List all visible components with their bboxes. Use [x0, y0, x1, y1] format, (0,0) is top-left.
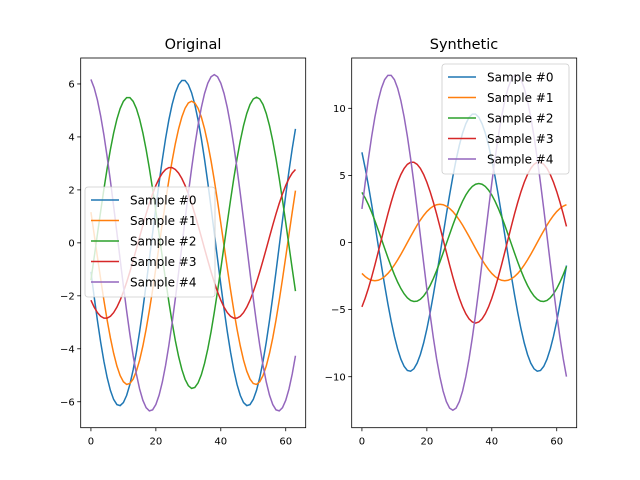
legend-label-sample-4: Sample #4: [130, 276, 197, 290]
series-line-sample-2: [90, 96, 297, 390]
y-tick-label: 0: [339, 238, 345, 249]
x-tick-label: 40: [214, 437, 227, 448]
legend-box: [84, 186, 216, 298]
legend-label-sample-2: Sample #2: [130, 235, 197, 249]
legend: Sample #0 Sample #1 Sample #2 Sample #3 Samp…: [84, 186, 216, 298]
legend-label-sample-3: Sample #3: [130, 255, 197, 269]
series-line-sample-1: [361, 203, 567, 282]
legend-label-sample-2: Sample #2: [487, 112, 554, 126]
x-tick-label: 60: [550, 437, 563, 448]
series-line-sample-0: [90, 79, 297, 407]
y-tick-label: −4: [60, 344, 75, 355]
y-tick-label: 10: [333, 104, 346, 115]
y-tick-label: −6: [60, 397, 75, 408]
y-tick-label: −5: [331, 305, 346, 316]
series-line-sample-1: [90, 100, 297, 386]
legend-label-sample-4: Sample #4: [487, 153, 554, 167]
x-tick-label: 0: [88, 437, 94, 448]
legend-label-sample-3: Sample #3: [487, 132, 554, 146]
y-tick-label: −2: [60, 291, 75, 302]
x-tick-label: 0: [359, 437, 365, 448]
left-chart-title: Original: [165, 37, 222, 53]
y-tick-label: 5: [339, 171, 345, 182]
y-tick-label: 4: [68, 133, 74, 144]
x-tick-label: 40: [485, 437, 498, 448]
x-tick-label: 20: [149, 437, 162, 448]
legend-label-sample-0: Sample #0: [130, 194, 197, 208]
x-tick-label: 20: [420, 437, 433, 448]
legend-label-sample-1: Sample #1: [130, 214, 197, 228]
x-tick-label: 60: [279, 437, 292, 448]
right-chart-title: Synthetic: [430, 37, 498, 53]
series-line-sample-4: [90, 73, 297, 412]
legend: Sample #0 Sample #1 Sample #2 Sample #3 Samp…: [441, 63, 570, 175]
y-tick-label: 2: [68, 185, 74, 196]
y-tick-label: 6: [68, 80, 74, 91]
legend-label-sample-0: Sample #0: [487, 71, 554, 85]
series-line-sample-2: [361, 182, 568, 303]
y-tick-label: 0: [68, 238, 74, 249]
y-tick-label: −10: [325, 372, 346, 383]
legend-box: [441, 63, 570, 175]
legend-label-sample-1: Sample #1: [487, 91, 554, 105]
